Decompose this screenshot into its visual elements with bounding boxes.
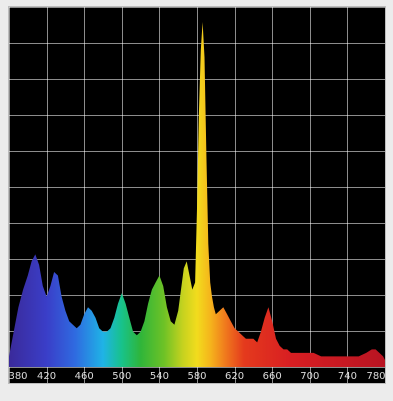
x-tick-label: 620 bbox=[225, 371, 244, 382]
x-tick-label: 700 bbox=[300, 371, 319, 382]
spectrum-area bbox=[9, 22, 385, 367]
x-tick-label: 740 bbox=[338, 371, 357, 382]
x-tick-label: 580 bbox=[187, 371, 206, 382]
x-tick-label: 380 bbox=[9, 371, 28, 382]
x-tick-label: 500 bbox=[112, 371, 131, 382]
grid-lines bbox=[9, 7, 385, 383]
x-tick-label: 540 bbox=[150, 371, 169, 382]
spectrum-chart: 380 420 460 500 540 580 620 660 700 740 780 bbox=[9, 7, 385, 383]
x-tick-label: 660 bbox=[263, 371, 282, 382]
x-tick-label: 420 bbox=[37, 371, 56, 382]
x-tick-label: 460 bbox=[75, 371, 94, 382]
x-tick-label: 780 bbox=[366, 371, 385, 382]
spectrum-plot-area: 380 420 460 500 540 580 620 660 700 740 780 bbox=[8, 6, 386, 384]
x-tick-labels: 380 420 460 500 540 580 620 660 700 740 780 bbox=[9, 371, 385, 382]
